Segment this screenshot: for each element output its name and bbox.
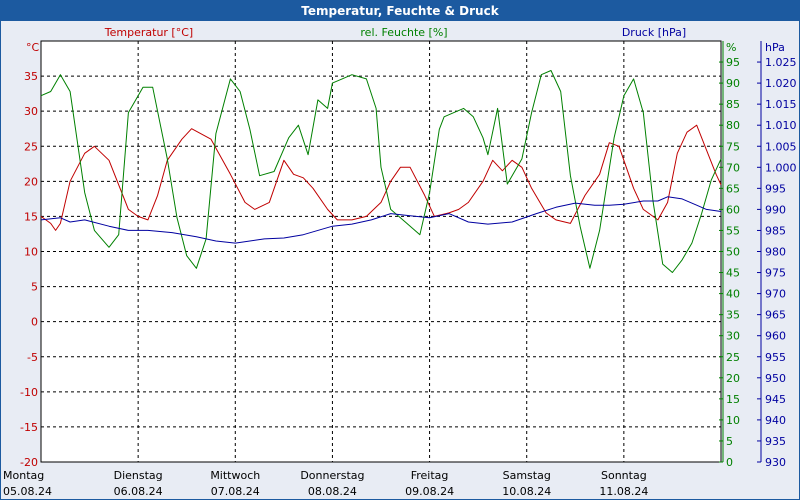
pressure-tick-label: 995 bbox=[765, 182, 786, 195]
chart-title: Temperatur, Feuchte & Druck bbox=[1, 1, 799, 21]
humidity-tick-label: 35 bbox=[726, 309, 740, 322]
pressure-tick-label: 955 bbox=[765, 351, 786, 364]
x-tick-day-label: Freitag bbox=[411, 469, 449, 482]
humidity-tick-label: 90 bbox=[726, 77, 740, 90]
pressure-tick-label: 965 bbox=[765, 309, 786, 322]
humidity-tick-label: 25 bbox=[726, 351, 740, 364]
x-tick-day-label: Donnerstag bbox=[300, 469, 364, 482]
x-tick-date-label: 08.08.24 bbox=[308, 485, 357, 498]
temperature-tick-label: 35 bbox=[24, 70, 38, 83]
humidity-tick-label: 40 bbox=[726, 288, 740, 301]
temperature-tick-label: 20 bbox=[24, 175, 38, 188]
x-tick-day-label: Dienstag bbox=[114, 469, 163, 482]
pressure-tick-label: 945 bbox=[765, 393, 786, 406]
pressure-tick-label: 985 bbox=[765, 224, 786, 237]
x-tick-day-label: Sonntag bbox=[601, 469, 647, 482]
pressure-series-line bbox=[40, 196, 722, 244]
temperature-tick-label: 25 bbox=[24, 140, 38, 153]
temperature-series-line bbox=[40, 124, 722, 231]
humidity-tick-label: 55 bbox=[726, 224, 740, 237]
humidity-tick-label: 60 bbox=[726, 203, 740, 216]
humidity-axis-label: rel. Feuchte [%] bbox=[360, 26, 447, 39]
humidity-tick-label: 30 bbox=[726, 330, 740, 343]
pressure-tick-label: 930 bbox=[765, 456, 786, 469]
pressure-tick-label: 975 bbox=[765, 267, 786, 280]
temperature-tick-label: -10 bbox=[20, 386, 38, 399]
temperature-axis-label: Temperatur [°C] bbox=[104, 26, 193, 39]
pressure-axis-label: Druck [hPa] bbox=[622, 26, 686, 39]
humidity-tick-label: 20 bbox=[726, 372, 740, 385]
humidity-tick-label: 0 bbox=[726, 456, 733, 469]
temperature-tick-label: 10 bbox=[24, 246, 38, 259]
x-tick-day-label: Montag bbox=[3, 469, 44, 482]
temperature-tick-label: -15 bbox=[20, 421, 38, 434]
humidity-tick-label: 50 bbox=[726, 246, 740, 259]
humidity-tick-label: 5 bbox=[726, 435, 733, 448]
pressure-tick-label: 960 bbox=[765, 330, 786, 343]
temperature-tick-label: 0 bbox=[31, 316, 38, 329]
temperature-tick-label: 5 bbox=[31, 281, 38, 294]
humidity-series-line bbox=[40, 70, 722, 273]
temperature-tick-label: -20 bbox=[20, 456, 38, 469]
humidity-tick-label: 95 bbox=[726, 56, 740, 69]
x-tick-date-label: 07.08.24 bbox=[211, 485, 260, 498]
x-tick-date-label: 11.08.24 bbox=[599, 485, 648, 498]
humidity-tick-label: 85 bbox=[726, 98, 740, 111]
pressure-tick-label: 1.020 bbox=[765, 77, 797, 90]
temperature-tick-label: 15 bbox=[24, 210, 38, 223]
pressure-tick-label: 990 bbox=[765, 203, 786, 216]
humidity-tick-label: 75 bbox=[726, 140, 740, 153]
temperature-unit: °C bbox=[26, 41, 40, 54]
x-tick-day-label: Mittwoch bbox=[210, 469, 260, 482]
temperature-tick-label: 30 bbox=[24, 105, 38, 118]
pressure-tick-label: 1.005 bbox=[765, 140, 797, 153]
humidity-tick-label: 45 bbox=[726, 267, 740, 280]
x-tick-date-label: 05.08.24 bbox=[3, 485, 52, 498]
pressure-unit: hPa bbox=[765, 41, 785, 54]
humidity-tick-label: 80 bbox=[726, 119, 740, 132]
ticks-layer: -20 -15 -10 -5 0 5 10 15 20 25 30 35 0 5 10 15 20 25 30 35 4… bbox=[3, 41, 797, 498]
pressure-tick-label: 980 bbox=[765, 246, 786, 259]
humidity-tick-label: 15 bbox=[726, 393, 740, 406]
temperature-tick-label: -5 bbox=[27, 351, 38, 364]
x-tick-day-label: Samstag bbox=[503, 469, 551, 482]
humidity-tick-label: 65 bbox=[726, 182, 740, 195]
grid-lines bbox=[41, 41, 721, 462]
pressure-tick-label: 1.010 bbox=[765, 119, 797, 132]
series-layer bbox=[40, 70, 722, 273]
chart-svg: -20 -15 -10 -5 0 5 10 15 20 25 30 35 0 5 10 15 20 25 30 35 4… bbox=[3, 26, 797, 498]
pressure-tick-label: 1.025 bbox=[765, 56, 797, 69]
humidity-tick-label: 70 bbox=[726, 161, 740, 174]
pressure-tick-label: 940 bbox=[765, 414, 786, 427]
pressure-tick-label: 950 bbox=[765, 372, 786, 385]
humidity-tick-label: 10 bbox=[726, 414, 740, 427]
x-tick-date-label: 06.08.24 bbox=[114, 485, 163, 498]
x-tick-date-label: 09.08.24 bbox=[405, 485, 454, 498]
pressure-tick-label: 970 bbox=[765, 288, 786, 301]
pressure-tick-label: 1.015 bbox=[765, 98, 797, 111]
humidity-unit: % bbox=[726, 41, 736, 54]
pressure-tick-label: 935 bbox=[765, 435, 786, 448]
x-tick-date-label: 10.08.24 bbox=[502, 485, 551, 498]
pressure-tick-label: 1.000 bbox=[765, 161, 797, 174]
